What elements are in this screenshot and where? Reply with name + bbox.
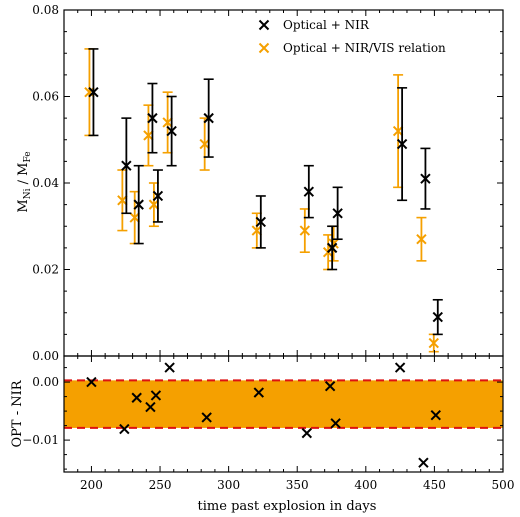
marker-optnir-4 <box>152 190 164 202</box>
marker-optnirvis-12 <box>416 234 427 245</box>
residual-marker-4 <box>150 390 162 401</box>
legend-marker-optnir <box>258 19 270 31</box>
legend-label-optnirvis: Optical + NIR/VIS relation <box>283 41 446 55</box>
x-axis-label: time past explosion in days <box>198 499 377 514</box>
ylabel-main: M <box>16 199 31 212</box>
uncertainty-band <box>64 380 503 428</box>
marker-optnirvis-13 <box>428 337 439 349</box>
marker-optnirvis-3 <box>143 130 154 141</box>
legend-label-optnir: Optical + NIR <box>283 18 370 32</box>
marker-optnir-12 <box>420 173 431 184</box>
marker-optnirvis-0 <box>84 86 95 98</box>
residual-marker-0 <box>86 376 97 388</box>
marker-optnir-9 <box>326 242 338 254</box>
marker-optnir-7 <box>255 216 267 228</box>
marker-optnirvis-6 <box>199 138 210 150</box>
residual-marker-12 <box>418 457 429 468</box>
x-tick-label: 200 <box>80 478 103 492</box>
marker-optnir-3 <box>147 112 158 124</box>
residual-marker-10 <box>330 418 341 429</box>
y-tick-label: 0.00 <box>32 375 59 389</box>
marker-optnirvis-2 <box>129 212 140 223</box>
residual-marker-3 <box>145 401 156 413</box>
x-tick-label: 450 <box>423 478 446 492</box>
ylabel-sub-ni: Ni <box>23 188 33 199</box>
marker-optnir-13 <box>432 311 443 323</box>
marker-optnir-0 <box>88 86 99 98</box>
marker-optnir-5 <box>166 125 177 137</box>
residual-y-axis-label: OPT - NIR <box>10 379 25 447</box>
y-tick-label: −0.01 <box>22 433 59 447</box>
x-tick-label: 250 <box>149 478 172 492</box>
marker-optnir-6 <box>203 112 214 124</box>
marker-optnirvis-4 <box>148 199 160 210</box>
marker-optnir-11 <box>396 138 408 150</box>
x-tick-label: 300 <box>217 478 240 492</box>
marker-optnir-2 <box>133 199 144 210</box>
ylabel-sep: / M <box>16 163 31 189</box>
residual-marker-6 <box>201 412 212 423</box>
marker-optnirvis-7 <box>251 225 263 236</box>
x-tick-label: 350 <box>286 478 309 492</box>
residual-marker-11 <box>394 362 406 373</box>
residual-marker-9 <box>324 380 336 392</box>
marker-optnirvis-8 <box>299 225 311 236</box>
marker-optnir-10 <box>332 208 343 219</box>
y-tick-label: 0.00 <box>32 349 59 363</box>
marker-optnir-8 <box>303 186 315 197</box>
main-y-axis-label: MNi / MFe <box>16 151 33 212</box>
residual-marker-1 <box>119 423 130 435</box>
legend-marker-optnirvis <box>258 42 270 54</box>
marker-optnirvis-5 <box>162 117 173 128</box>
marker-optnir-1 <box>121 160 132 171</box>
residual-marker-2 <box>131 392 142 403</box>
x-tick-label: 400 <box>354 478 377 492</box>
y-tick-label: 0.04 <box>32 176 59 190</box>
y-tick-label: 0.02 <box>32 263 59 277</box>
legend: Optical + NIR Optical + NIR/VIS relation <box>258 18 446 55</box>
residual-panel: 200 250 300 350 400 450 500 0.00 −0.01 <box>22 355 515 492</box>
marker-optnirvis-11 <box>392 125 404 137</box>
residual-marker-5 <box>164 362 175 373</box>
residual-marker-8 <box>301 427 313 439</box>
y-tick-label: 0.06 <box>32 90 59 104</box>
ylabel-sub-fe: Fe <box>23 151 33 162</box>
residual-marker-13 <box>430 409 441 421</box>
marker-optnirvis-1 <box>117 195 128 206</box>
residual-marker-7 <box>253 387 265 398</box>
x-tick-label: 500 <box>492 478 515 492</box>
y-tick-label: 0.08 <box>32 3 59 17</box>
